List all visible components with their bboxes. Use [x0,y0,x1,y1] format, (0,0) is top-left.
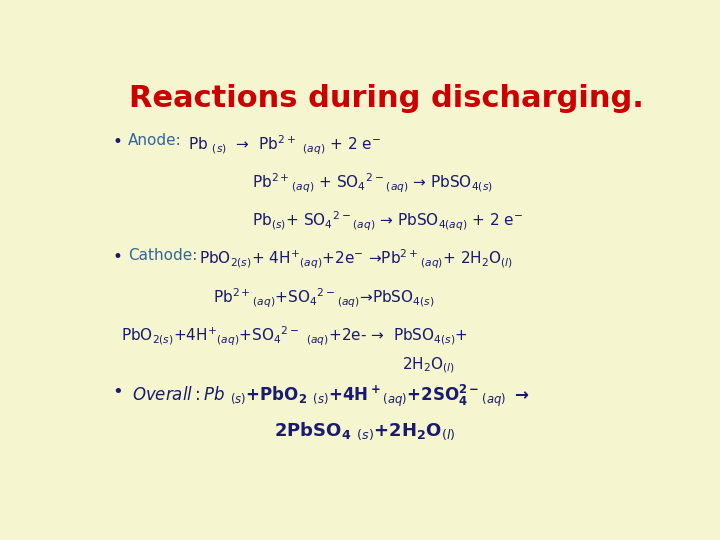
Text: Pb$^{2+}$$_{(aq)}$+SO$_{4}$$^{2-}$$_{(aq)}$→PbSO$_{4(s)}$: Pb$^{2+}$$_{(aq)}$+SO$_{4}$$^{2-}$$_{(aq… [213,286,434,310]
Text: Pb$^{2+}$$_{(aq)}$ + SO$_{4}$$^{2-}$$_{(aq)}$ → PbSO$_{4(s)}$: Pb$^{2+}$$_{(aq)}$ + SO$_{4}$$^{2-}$$_{(… [252,172,492,195]
Text: $\mathbf{2PbSO_4}$ $_{(s)}$$\mathbf{+2H_2O}$$_{(l)}$: $\mathbf{2PbSO_4}$ $_{(s)}$$\mathbf{+2H_… [274,420,456,442]
Text: Anode:: Anode: [128,133,181,148]
Text: Pb$_{(s)}$+ SO$_{4}$$^{2-}$$_{(aq)}$ → PbSO$_{4(aq)}$ + 2 e$^{-}$: Pb$_{(s)}$+ SO$_{4}$$^{2-}$$_{(aq)}$ → P… [252,210,523,233]
Text: •: • [112,133,122,151]
Text: Pb $_{(s)}$  →  Pb$^{2+}$ $_{(aq)}$ + 2 e$^{-}$: Pb $_{(s)}$ → Pb$^{2+}$ $_{(aq)}$ + 2 e$… [188,133,381,157]
Text: •: • [112,248,122,266]
Text: PbO$_{2(s)}$+4H$^{+}$$_{(aq)}$+SO$_{4}$$^{2-}$ $_{(aq)}$+2e- →  PbSO$_{4(s)}$+: PbO$_{2(s)}$+4H$^{+}$$_{(aq)}$+SO$_{4}$$… [121,325,468,348]
Text: Reactions during discharging.: Reactions during discharging. [129,84,644,112]
Text: $\mathit{Overall: Pb}$ $_{(s)}$$\mathbf{+PbO_2}$ $_{(s)}$$\mathbf{+4H^+}$$_{(aq): $\mathit{Overall: Pb}$ $_{(s)}$$\mathbf{… [132,383,530,409]
Text: 2H$_{2}$O$_{(l)}$: 2H$_{2}$O$_{(l)}$ [402,356,456,375]
Text: PbO$_{2(s)}$+ 4H$^{+}$$_{(aq)}$+2e$^{-}$ →Pb$^{2+}$$_{(aq)}$+ 2H$_{2}$O$_{(l)}$: PbO$_{2(s)}$+ 4H$^{+}$$_{(aq)}$+2e$^{-}$… [199,248,513,272]
Text: •: • [112,383,123,401]
Text: Cathode:: Cathode: [128,248,197,263]
